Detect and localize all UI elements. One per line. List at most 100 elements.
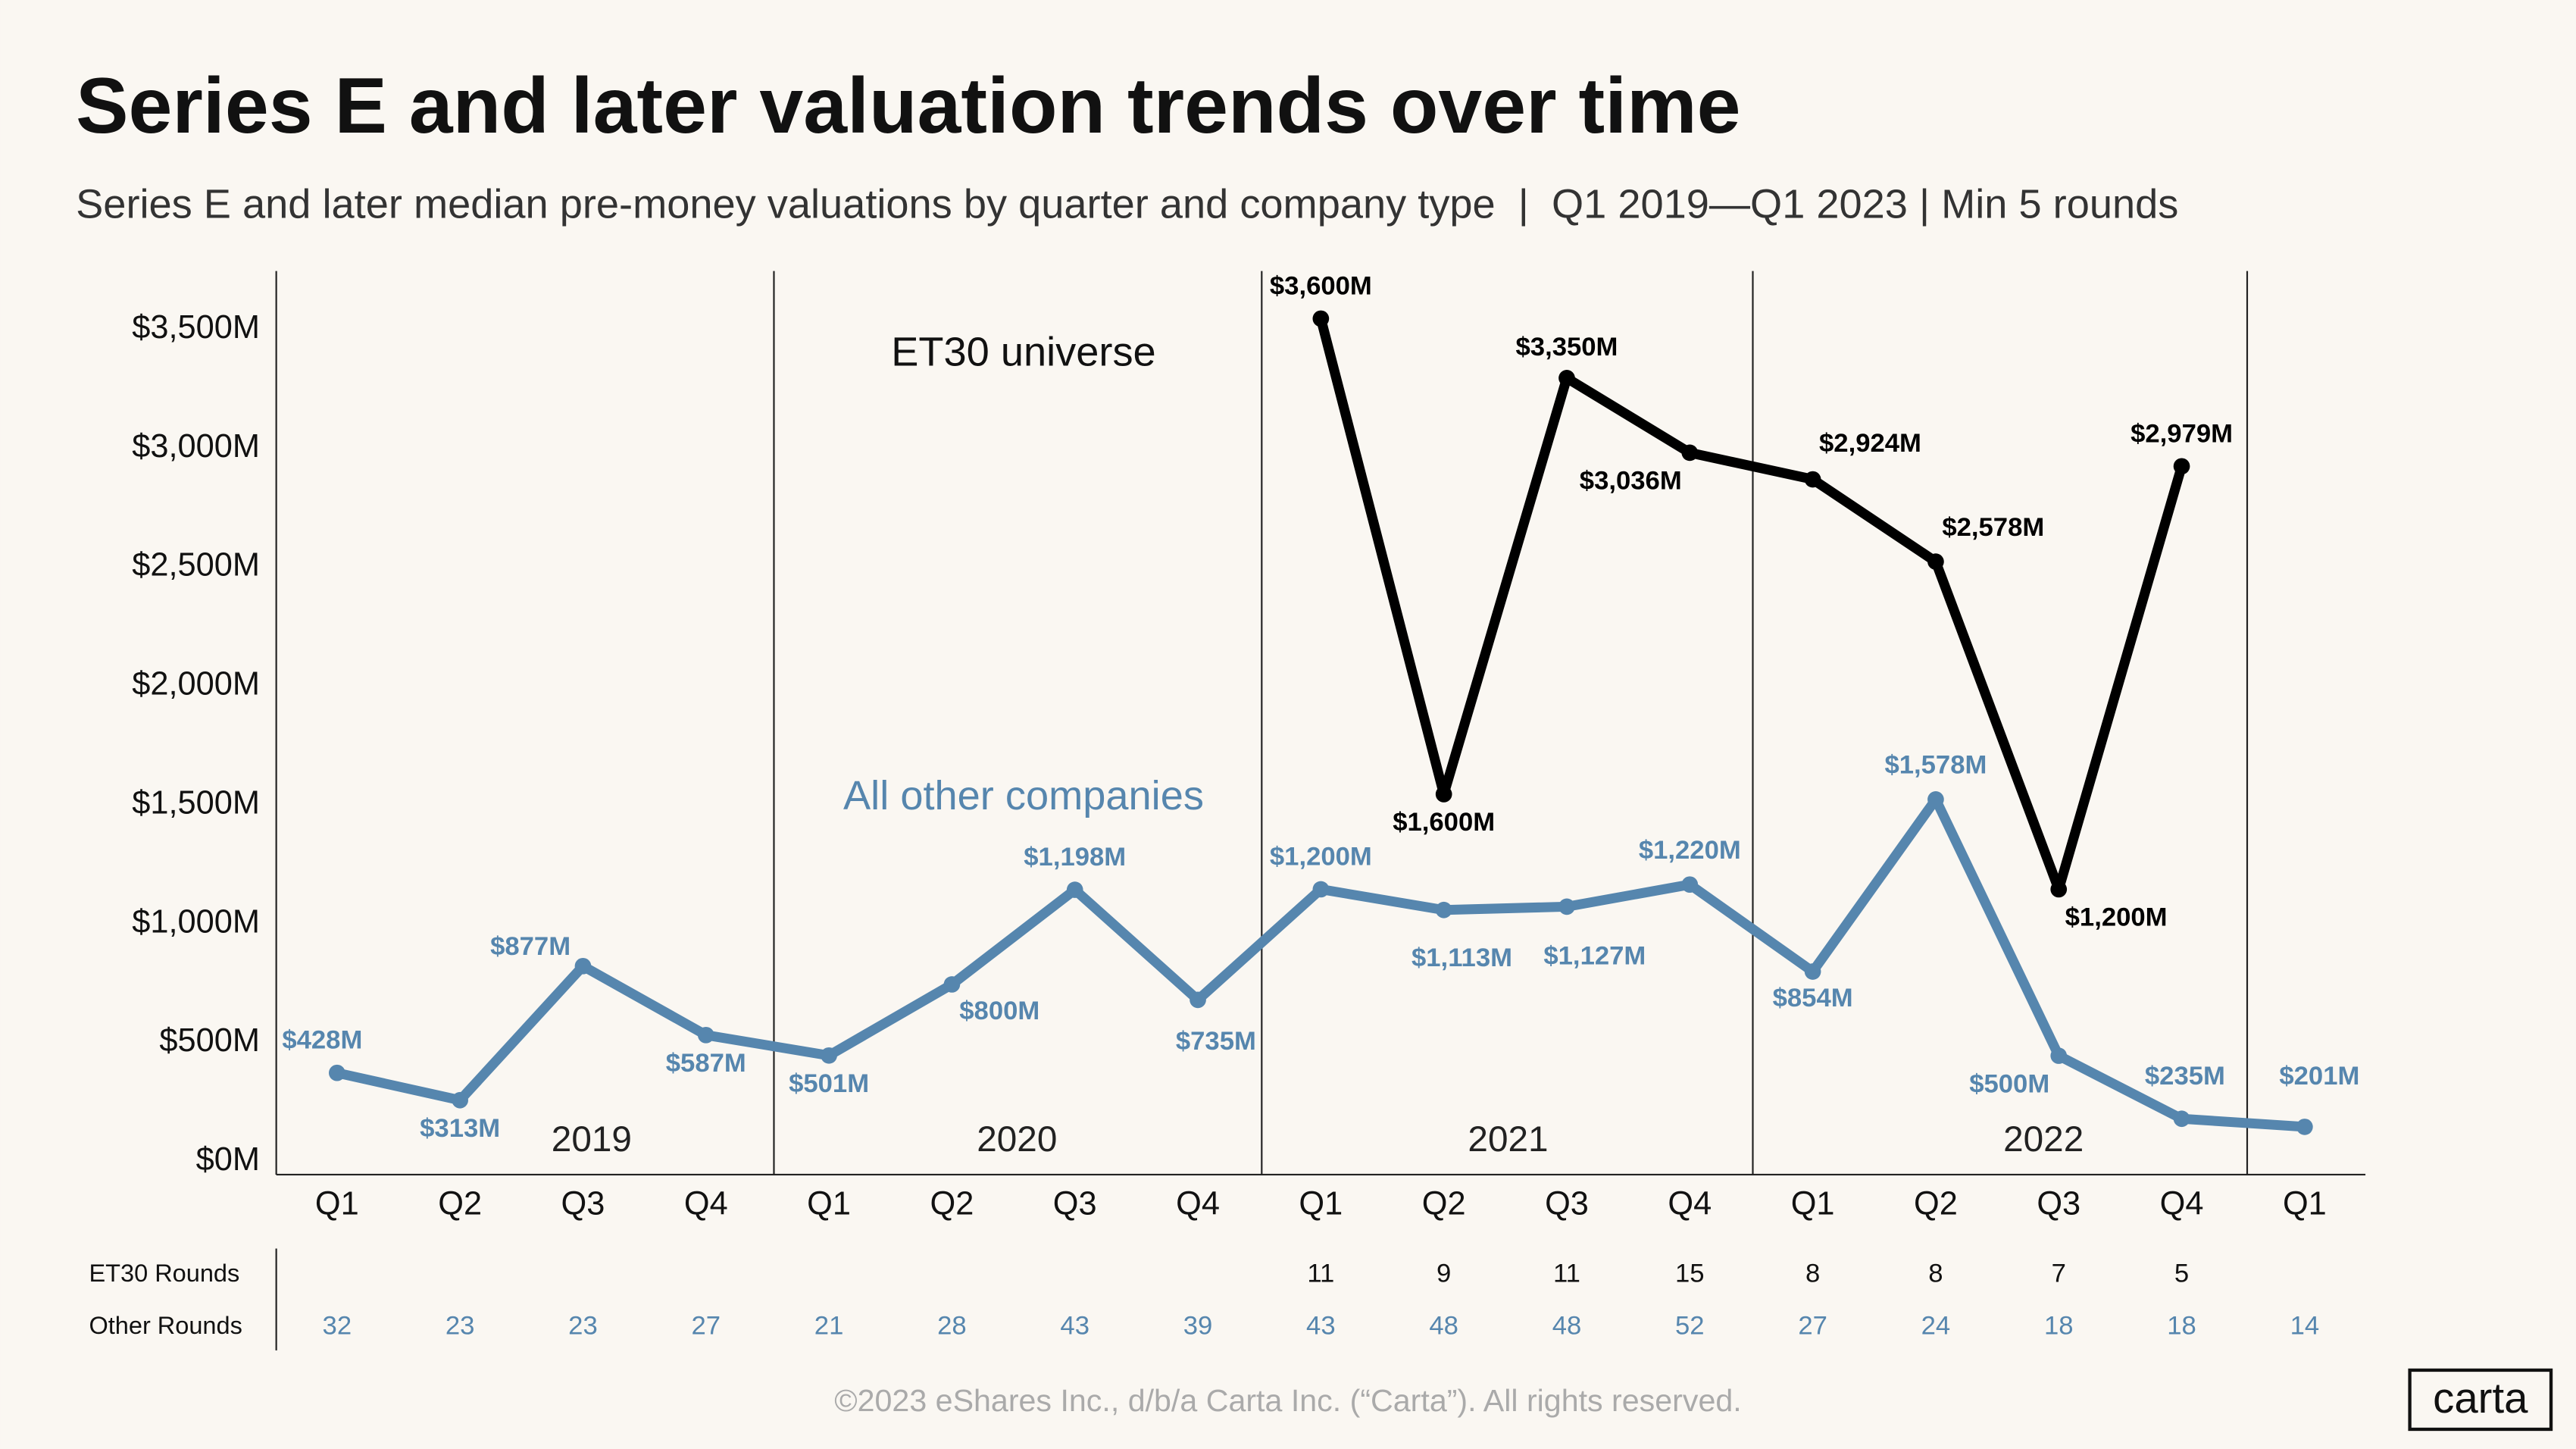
year-label: 2019 (552, 1119, 632, 1160)
y-tick-label: $1,000M (132, 903, 260, 940)
x-tick-label: Q3 (1545, 1186, 1589, 1222)
rounds-count: 8 (1805, 1259, 1820, 1288)
value-label: $201M (2279, 1062, 2359, 1091)
value-label: $235M (2145, 1062, 2225, 1091)
x-tick-label: Q3 (2037, 1186, 2080, 1222)
y-tick-label: $0M (196, 1141, 260, 1178)
x-tick-label: Q1 (2283, 1186, 2327, 1222)
x-tick-label: Q1 (1299, 1186, 1343, 1222)
value-label: $1,127M (1543, 942, 1646, 971)
year-label: 2022 (2003, 1119, 2084, 1160)
rounds-count: 43 (1060, 1312, 1089, 1341)
x-tick-label: Q2 (930, 1186, 974, 1222)
rounds-count: 18 (2167, 1312, 2196, 1341)
point (1927, 791, 1944, 808)
rounds-count: 27 (691, 1312, 721, 1341)
value-label: $1,113M (1411, 944, 1512, 972)
rounds-count: 23 (568, 1312, 598, 1341)
series-line (1316, 317, 2187, 894)
rounds-count: 27 (1798, 1312, 1827, 1341)
point (1190, 991, 1206, 1009)
x-tick-label: Q1 (1791, 1186, 1835, 1222)
value-label: $1,200M (1270, 842, 1372, 871)
y-tick-label: $2,500M (132, 547, 260, 584)
value-label: $2,979M (2131, 419, 2233, 448)
point (1804, 963, 1821, 980)
point (1558, 898, 1575, 915)
rounds-count: 14 (2290, 1312, 2320, 1341)
rounds-count: 52 (1675, 1312, 1705, 1341)
rounds-count: 8 (1928, 1259, 1943, 1288)
rounds-count: 48 (1429, 1312, 1458, 1341)
chart-subtitle: Series E and later median pre-money valu… (76, 181, 2178, 227)
point (2050, 881, 2068, 898)
year-label: 2020 (977, 1119, 1057, 1160)
rounds-count: 43 (1306, 1312, 1336, 1341)
point (821, 1047, 837, 1064)
x-tick-label: Q2 (438, 1186, 482, 1222)
point (2173, 458, 2190, 475)
point (2050, 1047, 2068, 1064)
point (1312, 881, 1330, 898)
rounds-count: 7 (2052, 1259, 2066, 1288)
point (1312, 310, 1330, 327)
rounds-label: ET30 Rounds (89, 1260, 240, 1287)
value-label: $3,036M (1580, 467, 1682, 496)
point (1927, 553, 1944, 570)
point (329, 1064, 345, 1081)
x-tick-label: Q1 (315, 1186, 359, 1222)
value-label: $2,924M (1819, 429, 1921, 458)
value-label: $313M (420, 1114, 500, 1143)
x-tick-label: Q2 (1914, 1186, 1958, 1222)
chart-title: Series E and later valuation trends over… (76, 62, 1740, 150)
series-name: All other companies (843, 773, 1204, 818)
value-label: $1,200M (2065, 903, 2168, 932)
value-label: $3,350M (1516, 333, 1618, 361)
x-tick-label: Q3 (1053, 1186, 1097, 1222)
rounds-count: 23 (445, 1312, 475, 1341)
x-tick-label: Q4 (684, 1186, 728, 1222)
value-label: $1,600M (1393, 808, 1495, 837)
value-label: $877M (490, 932, 571, 961)
value-label: $735M (1176, 1027, 1256, 1056)
point (574, 957, 592, 975)
value-label: $2,578M (1942, 513, 2044, 542)
y-tick-label: $1,500M (132, 784, 260, 821)
value-label: $428M (282, 1026, 362, 1055)
rounds-count: 48 (1552, 1312, 1582, 1341)
y-tick-label: $2,000M (132, 666, 260, 703)
y-tick-label: $500M (159, 1022, 260, 1059)
footer: ©2023 eShares Inc., d/b/a Carta Inc. (“C… (834, 1383, 1741, 1418)
point (1804, 471, 1821, 488)
point (697, 1026, 714, 1044)
rounds-count: 11 (1553, 1259, 1580, 1288)
year-label: 2021 (1468, 1119, 1548, 1160)
point (1558, 370, 1575, 387)
point (452, 1091, 468, 1109)
point (1435, 901, 1452, 919)
rounds-count: 32 (323, 1312, 352, 1341)
point (943, 976, 961, 993)
value-label: $1,198M (1024, 843, 1126, 872)
rounds-count: 18 (2044, 1312, 2074, 1341)
rounds-count: 39 (1183, 1312, 1213, 1341)
x-tick-label: Q2 (1422, 1186, 1466, 1222)
y-tick-label: $3,500M (132, 309, 260, 346)
value-label: $854M (1773, 984, 1853, 1012)
x-tick-label: Q1 (807, 1186, 851, 1222)
x-tick-label: Q3 (561, 1186, 605, 1222)
point (1066, 881, 1083, 898)
value-label: $800M (959, 997, 1039, 1025)
rounds-count: 28 (937, 1312, 967, 1341)
y-tick-label: $3,000M (132, 428, 260, 465)
point (2173, 1110, 2190, 1128)
logo: carta (2433, 1374, 2528, 1422)
value-label: $587M (666, 1049, 746, 1078)
x-tick-label: Q4 (1668, 1186, 1712, 1222)
series-name: ET30 universe (891, 330, 1155, 375)
point (1681, 876, 1699, 893)
rounds-count: 9 (1436, 1259, 1451, 1288)
